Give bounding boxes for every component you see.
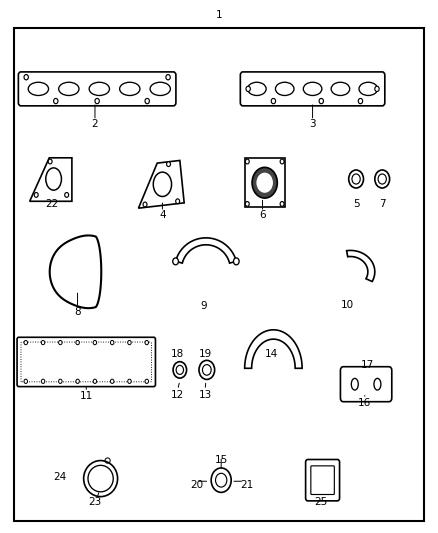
Ellipse shape bbox=[93, 341, 97, 345]
Ellipse shape bbox=[374, 378, 381, 390]
Ellipse shape bbox=[41, 379, 45, 383]
FancyBboxPatch shape bbox=[311, 466, 334, 495]
Bar bbox=[245, 158, 285, 207]
Text: 22: 22 bbox=[45, 199, 58, 209]
Text: 4: 4 bbox=[159, 210, 166, 220]
Ellipse shape bbox=[150, 82, 170, 95]
Text: 7: 7 bbox=[379, 199, 385, 209]
Text: 12: 12 bbox=[171, 390, 184, 400]
Text: 16: 16 bbox=[358, 398, 371, 408]
Text: 11: 11 bbox=[80, 391, 93, 401]
Ellipse shape bbox=[245, 159, 249, 164]
Ellipse shape bbox=[128, 341, 131, 345]
Ellipse shape bbox=[280, 159, 284, 164]
Text: 9: 9 bbox=[201, 301, 207, 311]
Text: 10: 10 bbox=[341, 300, 354, 310]
Text: 3: 3 bbox=[309, 119, 316, 130]
Ellipse shape bbox=[173, 258, 178, 265]
Ellipse shape bbox=[153, 172, 172, 197]
Text: 24: 24 bbox=[53, 472, 67, 482]
Ellipse shape bbox=[24, 379, 28, 383]
Text: 19: 19 bbox=[198, 349, 212, 359]
Ellipse shape bbox=[319, 99, 323, 104]
Ellipse shape bbox=[331, 82, 350, 95]
Ellipse shape bbox=[245, 201, 249, 206]
Ellipse shape bbox=[358, 99, 363, 104]
Ellipse shape bbox=[48, 159, 52, 164]
Ellipse shape bbox=[145, 379, 148, 383]
Ellipse shape bbox=[128, 379, 131, 383]
Ellipse shape bbox=[24, 341, 28, 345]
Text: 1: 1 bbox=[215, 10, 223, 20]
Ellipse shape bbox=[89, 82, 110, 95]
Text: 6: 6 bbox=[259, 210, 266, 220]
Ellipse shape bbox=[276, 82, 294, 95]
Ellipse shape bbox=[143, 202, 147, 207]
Ellipse shape bbox=[93, 379, 97, 383]
Text: 13: 13 bbox=[198, 390, 212, 400]
Ellipse shape bbox=[247, 82, 266, 95]
Text: 5: 5 bbox=[353, 199, 360, 209]
Text: 23: 23 bbox=[88, 497, 102, 507]
Ellipse shape bbox=[359, 82, 378, 95]
Ellipse shape bbox=[110, 341, 114, 345]
Ellipse shape bbox=[280, 201, 284, 206]
Ellipse shape bbox=[95, 99, 99, 104]
Ellipse shape bbox=[351, 378, 358, 390]
Ellipse shape bbox=[59, 82, 79, 95]
Ellipse shape bbox=[41, 341, 45, 345]
Text: 2: 2 bbox=[92, 119, 98, 130]
Ellipse shape bbox=[24, 75, 28, 80]
Ellipse shape bbox=[34, 192, 38, 197]
Ellipse shape bbox=[76, 379, 79, 383]
Text: 14: 14 bbox=[265, 349, 278, 359]
Text: 18: 18 bbox=[171, 349, 184, 359]
Ellipse shape bbox=[59, 341, 62, 345]
Ellipse shape bbox=[53, 99, 58, 104]
Ellipse shape bbox=[120, 82, 140, 95]
Ellipse shape bbox=[166, 75, 170, 80]
Ellipse shape bbox=[166, 162, 170, 166]
Ellipse shape bbox=[145, 341, 148, 345]
Ellipse shape bbox=[28, 82, 49, 95]
Ellipse shape bbox=[46, 168, 61, 190]
Text: 20: 20 bbox=[190, 480, 203, 490]
Text: 21: 21 bbox=[240, 480, 254, 490]
Ellipse shape bbox=[233, 258, 239, 265]
Text: 8: 8 bbox=[74, 306, 81, 317]
Ellipse shape bbox=[145, 99, 149, 104]
Ellipse shape bbox=[252, 167, 277, 198]
Ellipse shape bbox=[246, 86, 251, 92]
Ellipse shape bbox=[76, 341, 79, 345]
Text: 17: 17 bbox=[360, 360, 374, 369]
Ellipse shape bbox=[110, 379, 114, 383]
Ellipse shape bbox=[375, 86, 379, 92]
Ellipse shape bbox=[65, 192, 69, 197]
Ellipse shape bbox=[176, 199, 180, 204]
Text: 15: 15 bbox=[215, 455, 228, 465]
Ellipse shape bbox=[59, 379, 62, 383]
Ellipse shape bbox=[271, 99, 276, 104]
Text: 25: 25 bbox=[314, 497, 328, 507]
Ellipse shape bbox=[256, 173, 273, 193]
Ellipse shape bbox=[303, 82, 322, 95]
